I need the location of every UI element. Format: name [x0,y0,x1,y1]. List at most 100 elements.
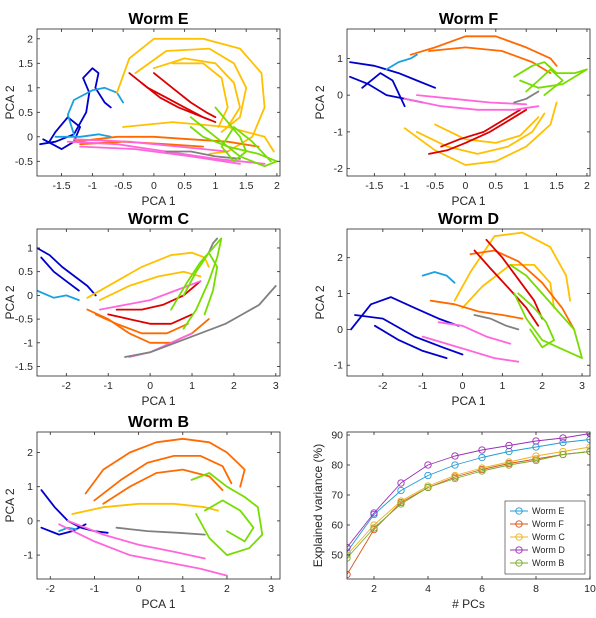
trajectory-4 [409,35,558,67]
x-axis-label: PCA 1 [451,394,485,408]
x-tick-label: -0.5 [114,180,132,192]
x-tick-label: 3 [579,380,585,392]
data-point [347,554,351,562]
chart-title: Worm E [128,11,188,28]
y-tick-label: -0.5 [15,156,33,168]
y-tick-label: 2 [27,447,33,459]
series-line-worm-c [347,446,590,556]
data-point [347,543,351,552]
trajectory-9 [115,526,206,536]
y-tick-label: 60 [331,520,343,532]
y-tick-label: 80 [331,460,343,472]
y-tick-label: 2 [337,252,343,264]
trajectory-5 [428,46,552,74]
data-point [532,456,540,465]
series-line-worm-e [347,439,590,553]
x-tick-label: -1 [104,380,113,392]
trajectory-1 [40,523,87,536]
x-tick-label: 2 [274,180,280,192]
trajectory-13 [170,237,223,330]
panel-5: 2 4 6 8 10 50 60 70 80 90 # PCs Explained variance … [311,430,596,612]
data-point [478,453,486,462]
x-axis-label: PCA 1 [141,597,175,611]
x-tick-label: 0 [151,180,157,192]
data-point [370,524,378,532]
legend-box [504,500,586,575]
x-tick-label: -1.5 [365,180,383,192]
x-tick-label: 3 [268,583,274,595]
y-tick-label: 0.5 [18,266,33,278]
data-point [424,471,432,480]
trajectory-11 [403,97,540,111]
y-tick-label: 1 [337,53,343,65]
x-tick-label: 2 [539,380,545,392]
y-tick-label: 0 [337,324,343,336]
x-tick-label: -1 [90,583,99,595]
trajectory-0 [349,61,437,89]
trajectory-17 [165,150,241,160]
trajectory-6 [469,249,575,331]
trajectory-9 [473,249,540,327]
trajectory-6 [94,313,189,335]
panel-4: -2 -1 0 1 2 3 -1 0 1 2 PCA 1 PCA 2 Worm B [3,414,281,611]
trajectory-12 [415,94,528,106]
trajectory-0 [350,296,460,331]
data-layer [349,35,588,166]
legend: Worm E Worm F Worm C Worm D Worm B [504,500,586,575]
legend-marker [515,559,523,567]
x-tick-label: 0.5 [177,180,192,192]
x-tick-label: 0 [147,380,153,392]
legend-entry: Worm C [532,532,565,542]
legend-marker [515,520,523,528]
trajectory-0 [37,247,97,297]
legend-marker [515,533,523,541]
trajectory-11 [203,499,255,543]
series-line-worm-b [347,451,590,559]
chart-title: Worm C [128,211,189,228]
data-point [559,438,567,447]
y-tick-label: 2 [27,33,33,45]
y-tick-label: 90 [331,430,343,442]
y-tick-label: -0.5 [15,314,33,326]
trajectory-12 [207,237,219,254]
panel-1: -1.5 -1 -0.5 0 0.5 1 1.5 2 -2 -1 0 1 PCA 1 PCA 2 Worm … [313,11,591,208]
y-tick-label: 70 [331,490,343,502]
trajectory-10 [190,472,264,556]
axes-box [346,28,591,177]
data-point [397,486,405,495]
x-tick-label: 3 [273,380,279,392]
legend-entry: Worm B [532,558,564,568]
y-axis-label: PCA 2 [313,285,327,319]
trajectory-15 [525,68,564,96]
y-tick-label: -1 [334,360,343,372]
trajectory-13 [509,263,583,360]
x-tick-label: -2 [378,380,387,392]
trajectory-8 [434,116,540,144]
x-tick-label: 0 [136,583,142,595]
data-layer [40,437,264,577]
data-layer [39,37,278,168]
trajectory-7 [429,299,524,320]
x-axis-label: # PCs [452,597,485,611]
legend-marker [515,507,523,515]
data-point [532,437,540,445]
plot-area [37,432,280,579]
data-point [478,467,486,475]
x-tick-label: 1 [180,583,186,595]
trajectory-11 [437,321,512,345]
data-point [397,500,405,508]
trajectory-13 [152,72,217,119]
x-tick-label: 1 [499,380,505,392]
x-tick-label: 2 [371,583,377,595]
trajectory-13 [513,90,540,104]
trajectory-2 [373,324,448,360]
trajectory-6 [403,101,558,166]
trajectory-4 [93,454,233,502]
y-tick-label: 1 [27,242,33,254]
trajectory-10 [440,108,521,148]
trajectory-16 [79,145,241,165]
plot-area [347,29,590,176]
y-tick-label: 0 [337,90,343,102]
trajectory-1 [40,256,80,292]
y-tick-label: -1.5 [15,361,33,373]
